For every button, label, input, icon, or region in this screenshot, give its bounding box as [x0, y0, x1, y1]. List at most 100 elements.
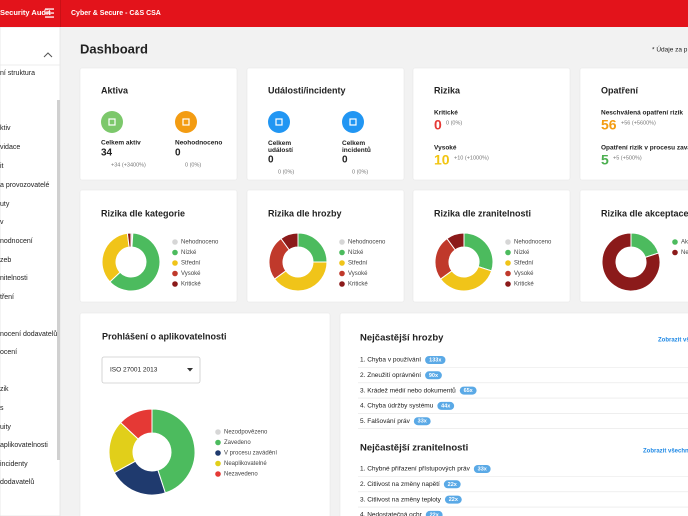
stat-icon [101, 111, 123, 133]
card-title: Opatření [601, 85, 639, 95]
legend-swatch [215, 439, 221, 446]
stat-value: 10 [434, 152, 450, 168]
count-badge-text: 65x [464, 388, 474, 394]
sidebar-item[interactable]: nodnocení [0, 238, 33, 245]
count-badge [473, 465, 491, 473]
list-item: 1. Chybné přiřazení přístupových práv [360, 466, 471, 473]
sidebar-item[interactable]: tření [0, 294, 14, 301]
card-title: Rizika dle akceptace [601, 208, 688, 218]
stat-label: Neschválená opatření rizik [601, 110, 683, 117]
card-title: Prohlášení o aplikovatelnosti [102, 331, 227, 341]
stat-label: Neohodnoceno [175, 140, 222, 147]
sidebar-item[interactable]: nocení dodavatelů [0, 330, 57, 338]
menu-icon-bar[interactable] [45, 16, 54, 18]
stat-change: 0 (0%) [352, 169, 368, 175]
sidebar-item[interactable]: vidace [0, 144, 20, 151]
menu-icon-bar[interactable] [45, 8, 54, 10]
list-item: 3. Krádež médií nebo dokumentů [360, 386, 456, 394]
org-name: Cyber & Secure - C&S CSA [71, 10, 161, 17]
legend-swatch [215, 460, 221, 467]
standard-select[interactable] [101, 356, 201, 384]
list-item: 4. Chyba údržby systému [360, 403, 434, 410]
sidebar-item[interactable]: s [0, 405, 4, 412]
stat-value: 34 [101, 148, 113, 159]
stat-icon-glyph [275, 118, 283, 126]
collapse-chevron[interactable] [43, 52, 53, 58]
sidebar-item[interactable]: uty [0, 201, 10, 208]
legend-swatch [505, 260, 511, 266]
count-badge [443, 480, 461, 489]
sidebar-item[interactable]: zeb [0, 257, 11, 264]
legend-label: Nízké [181, 250, 197, 256]
scrollbar [57, 100, 60, 460]
legend-label: Nízké [514, 250, 530, 256]
show-all-link[interactable]: Zobrazit všechny [643, 449, 688, 455]
count-badge-text: 33x [418, 419, 428, 425]
legend-swatch [172, 249, 178, 256]
menu-icon-bar[interactable] [45, 12, 54, 14]
sidebar-item[interactable]: dodavatelů [0, 478, 34, 486]
stat-value: 0 [268, 155, 274, 166]
count-badge-text: 44x [441, 403, 451, 409]
card [412, 67, 571, 181]
stat-value: 0 [434, 117, 442, 133]
legend-swatch [672, 239, 678, 245]
sidebar-item[interactable]: aplikovatelnosti [0, 442, 48, 449]
sidebar-item[interactable]: nitelnosti [0, 275, 28, 282]
legend-label: Nezavedeno [224, 472, 258, 478]
list-item: 1. Chyba v používání [360, 357, 421, 364]
donut-slice [109, 232, 161, 292]
sidebar-item[interactable]: uity [0, 424, 11, 431]
stat-value: 0 [342, 155, 348, 166]
list-title: Nejčastější hrozby [360, 333, 444, 344]
app-name: Security Audit [0, 8, 51, 17]
sidebar-item[interactable]: ní struktura [0, 70, 35, 77]
count-badge [459, 386, 477, 395]
stat-icon-glyph [182, 118, 190, 126]
card [79, 67, 238, 181]
legend-label: Střední [514, 261, 534, 267]
sidebar-item[interactable]: a provozovatelé [0, 182, 50, 189]
legend-label: Akcept [681, 240, 688, 246]
card [79, 312, 331, 516]
legend-swatch [505, 239, 511, 245]
legend-label: Nehodnoceno [514, 240, 552, 246]
card-title: Události/incidenty [268, 85, 346, 95]
count-badge [425, 371, 442, 380]
list-item: 2. Citlivost na změny napětí [360, 481, 440, 488]
stat-label: Celkem aktiv [101, 140, 141, 147]
card [79, 189, 238, 303]
stat-label: Celkem incidentů [342, 140, 371, 154]
sidebar-item[interactable]: zik [0, 386, 9, 393]
select-arrow [187, 368, 193, 372]
donut-slice [273, 261, 328, 292]
legend-swatch [215, 471, 221, 477]
legend-swatch [505, 281, 511, 287]
legend-label: Neakce [681, 250, 688, 256]
donut-slice [280, 232, 299, 251]
sidebar-item[interactable]: v [0, 219, 4, 226]
stat-label: Vysoké [434, 145, 457, 152]
stat-icon [268, 111, 290, 133]
count-badge [413, 417, 431, 426]
card [339, 312, 688, 516]
sidebar-item[interactable]: ktiv [0, 125, 11, 132]
donut-slice [601, 232, 661, 292]
count-badge-text: 33x [478, 466, 488, 472]
sidebar-item[interactable]: ocení [0, 349, 17, 356]
select-value: ISO 27001 2013 [110, 367, 158, 374]
legend-label: Nehodnoceno [181, 240, 219, 246]
count-badge [425, 510, 443, 516]
legend-label: Kritické [514, 282, 534, 288]
stat-icon-glyph [349, 118, 357, 126]
show-all-link[interactable]: Zobrazit vš [658, 338, 688, 344]
legend-label: Nehodnoceno [348, 240, 386, 246]
sidebar-item[interactable]: incidenty [0, 461, 28, 468]
count-badge [425, 356, 446, 364]
stat-icon [175, 111, 197, 133]
legend-label: Vysoké [348, 271, 368, 277]
card-title: Rizika dle kategorie [101, 208, 185, 218]
count-badge-text: 22x [449, 497, 459, 503]
sidebar-item[interactable]: it [0, 163, 4, 170]
count-badge-text: 133x [429, 357, 442, 363]
